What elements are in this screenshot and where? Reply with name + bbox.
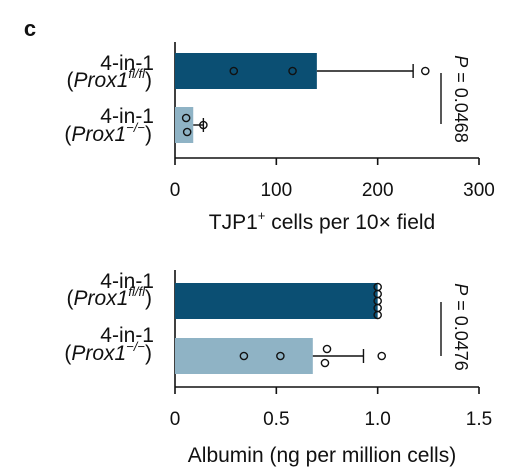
category-label-line2: (Prox1fl/fl) xyxy=(67,284,152,310)
p-value-annotation: P = 0.0476 xyxy=(451,283,471,371)
p-value-annotation: P = 0.0468 xyxy=(451,55,471,143)
x-tick-label: 300 xyxy=(463,180,495,201)
category-label-close: ) xyxy=(145,69,152,92)
data-point xyxy=(199,120,208,130)
category-label-line2: (Prox1fl/fl) xyxy=(67,66,152,92)
p-value-number: = 0.0468 xyxy=(451,67,471,143)
x-axis-label: TJP1+ cells per 10× field xyxy=(209,208,435,234)
data-point xyxy=(288,66,297,76)
category-label-close: ) xyxy=(145,287,152,310)
chart-panel-2: 0 0.5 1.0 1.5 Albumin (ng per million cells)… xyxy=(64,270,492,467)
category-label-close: ) xyxy=(145,123,152,146)
category-label-gene: Prox1 xyxy=(74,287,129,310)
x-axis-label: Albumin (ng per million cells) xyxy=(188,444,456,467)
category-label-open: ( xyxy=(64,342,71,365)
data-point xyxy=(377,351,387,361)
x-tick-label: 1.5 xyxy=(466,409,492,430)
panel-mark: c xyxy=(24,16,36,41)
data-point xyxy=(320,358,330,368)
x-tick-label: 100 xyxy=(260,180,292,201)
category-label-gene: Prox1 xyxy=(71,342,126,365)
category-label-genotype: −/− xyxy=(126,120,145,135)
data-point xyxy=(276,351,285,361)
data-point xyxy=(322,344,332,354)
x-axis-label-rest: cells per 10× field xyxy=(265,211,435,234)
data-point xyxy=(182,127,192,137)
data-point xyxy=(229,66,239,76)
x-axis-label-main: TJP1 xyxy=(209,211,258,234)
category-label-close: ) xyxy=(145,342,152,365)
category-label-open: ( xyxy=(67,287,74,310)
category-label-open: ( xyxy=(64,123,71,146)
data-point xyxy=(373,310,382,320)
category-label-line1: 4-in-1 xyxy=(100,324,154,347)
x-tick-label: 0 xyxy=(170,409,181,430)
category-label-open: ( xyxy=(67,69,74,92)
category-label-line1: 4-in-1 xyxy=(100,52,154,75)
category-label-genotype: fl/fl xyxy=(128,66,146,81)
x-axis-label-superscript: + xyxy=(258,208,266,223)
data-point xyxy=(181,113,191,123)
data-point xyxy=(239,351,249,361)
category-label-gene: Prox1 xyxy=(74,69,129,92)
x-tick-label: 0.5 xyxy=(263,409,289,430)
category-label-line1: 4-in-1 xyxy=(100,270,154,293)
p-value-number: = 0.0476 xyxy=(451,295,471,371)
category-label-line1: 4-in-1 xyxy=(100,105,154,128)
x-tick-label: 200 xyxy=(362,180,394,201)
data-point xyxy=(420,66,430,76)
category-label-line2: (Prox1−/−) xyxy=(64,339,152,365)
x-tick-label: 0 xyxy=(170,180,181,201)
p-value-symbol: P xyxy=(451,55,471,67)
x-tick-label: 1.0 xyxy=(364,409,390,430)
bar xyxy=(175,53,317,89)
category-label-gene: Prox1 xyxy=(71,123,126,146)
category-label-genotype: −/− xyxy=(126,339,145,354)
p-value-symbol: P xyxy=(451,283,471,295)
x-axis-label-main: Albumin (ng per million cells) xyxy=(188,444,456,467)
bar xyxy=(175,283,378,319)
category-label-genotype: fl/fl xyxy=(128,284,146,299)
chart-panel-1: 0 100 200 300 TJP1+ cells per 10× field 4-in-… xyxy=(64,42,495,234)
category-label-line2: (Prox1−/−) xyxy=(64,120,152,146)
bar xyxy=(175,338,313,374)
bar xyxy=(175,107,194,143)
